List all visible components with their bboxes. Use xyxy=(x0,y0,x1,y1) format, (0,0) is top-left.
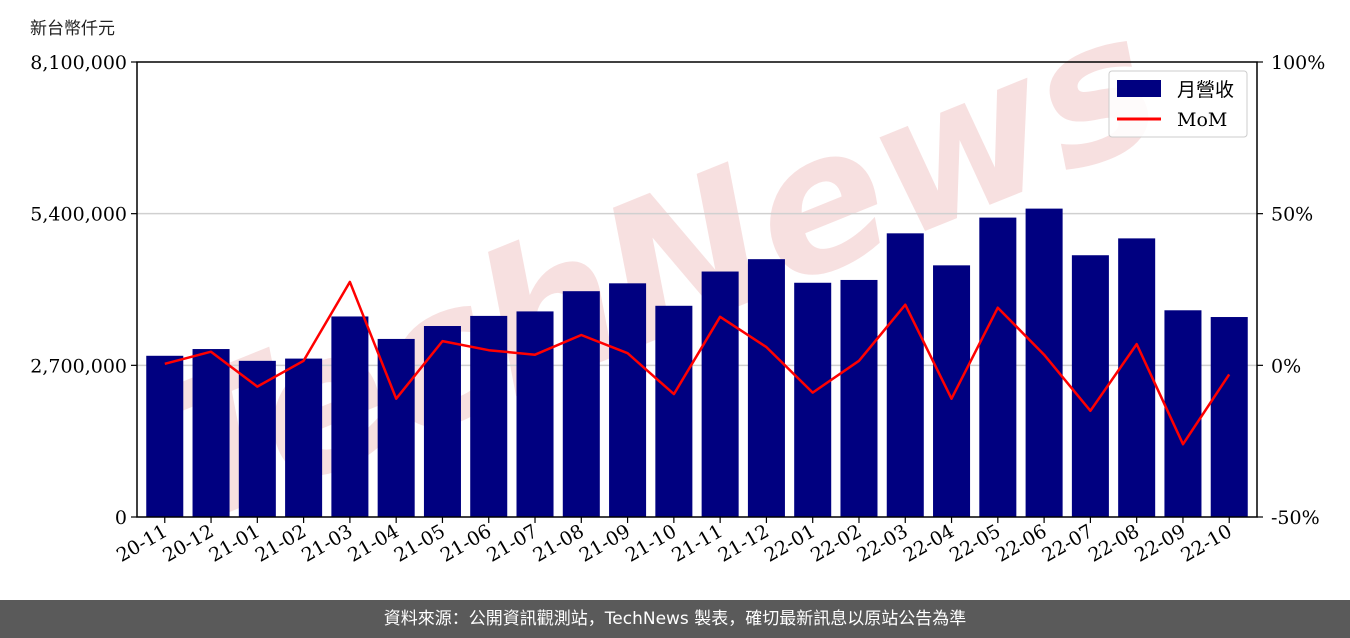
bar-22-01 xyxy=(794,282,832,517)
bar-22-02 xyxy=(840,279,878,517)
y-left-tick-label: 2,700,000 xyxy=(30,355,127,377)
bar-21-09 xyxy=(609,283,647,517)
plot-frame xyxy=(136,61,1258,518)
bar-22-10 xyxy=(1210,317,1248,517)
bar-21-05 xyxy=(423,326,461,517)
bar-22-06 xyxy=(1025,208,1063,517)
bar-21-07 xyxy=(516,311,554,517)
x-tick-label: 22-10 xyxy=(1177,520,1235,566)
x-tick-label: 21-11 xyxy=(668,520,726,566)
x-tick-label: 21-05 xyxy=(391,520,449,566)
x-tick-label: 22-07 xyxy=(1038,520,1096,566)
legend-swatch-bar xyxy=(1117,80,1161,97)
y-left-tick-label: 8,100,000 xyxy=(30,52,127,74)
bar-21-02 xyxy=(285,358,323,517)
x-tick-label: 22-02 xyxy=(807,520,865,566)
x-tick-label: 22-08 xyxy=(1085,520,1143,566)
bar-21-01 xyxy=(238,360,276,517)
x-tick-label: 21-10 xyxy=(622,520,680,566)
bar-20-12 xyxy=(192,349,230,517)
bar-21-06 xyxy=(470,315,508,517)
bar-21-12 xyxy=(747,259,785,517)
y-left-tick-label: 0 xyxy=(115,507,127,529)
bar-21-08 xyxy=(562,291,600,517)
bar-22-09 xyxy=(1164,310,1202,517)
x-tick-label: 21-08 xyxy=(529,520,587,566)
y-axis-unit-label: 新台幣仟元 xyxy=(30,19,115,39)
x-tick-label: 22-05 xyxy=(946,520,1004,566)
source-footer: 資料來源：公開資訊觀測站，TechNews 製表，確切最新訊息以原站公告為準 xyxy=(0,600,1350,638)
y-right-tick-label: 0% xyxy=(1271,355,1301,377)
x-tick-label: 22-09 xyxy=(1131,520,1189,566)
y-right-tick-label: 100% xyxy=(1271,52,1325,74)
bar-22-04 xyxy=(933,265,971,517)
bar-21-03 xyxy=(331,316,369,517)
bar-21-10 xyxy=(655,305,693,517)
legend-label-mom: MoM xyxy=(1177,109,1227,131)
y-left-tick-label: 5,400,000 xyxy=(30,204,127,226)
bar-22-08 xyxy=(1118,238,1156,517)
x-tick-label: 21-04 xyxy=(344,520,402,566)
x-tick-label: 21-09 xyxy=(576,520,634,566)
x-tick-label: 21-07 xyxy=(483,520,541,566)
x-tick-label: 21-06 xyxy=(437,520,495,566)
bar-22-05 xyxy=(979,217,1017,518)
bar-21-11 xyxy=(701,271,739,517)
legend-label-revenue: 月營收 xyxy=(1177,79,1234,101)
y-right-tick-label: -50% xyxy=(1271,507,1320,529)
y-right-tick-label: 50% xyxy=(1271,204,1313,226)
bar-22-07 xyxy=(1071,255,1109,518)
bar-22-03 xyxy=(886,233,924,518)
x-tick-label: 22-03 xyxy=(853,520,911,566)
x-tick-label: 22-01 xyxy=(761,520,819,566)
mom-line xyxy=(164,280,1231,446)
bar-20-11 xyxy=(146,355,184,517)
x-tick-label: 21-12 xyxy=(714,520,772,566)
x-tick-label: 22-04 xyxy=(900,520,958,566)
x-tick-label: 22-06 xyxy=(992,520,1050,566)
